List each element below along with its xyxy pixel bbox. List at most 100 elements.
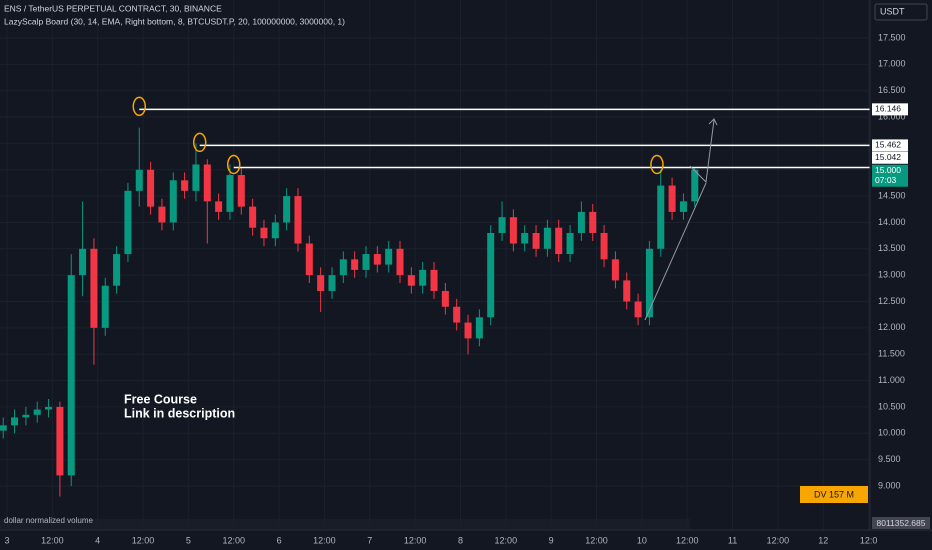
volume-strip xyxy=(0,519,690,529)
candle-body xyxy=(645,248,653,318)
y-tick-label: 11.500 xyxy=(878,349,905,359)
candle-body xyxy=(623,280,631,302)
candle-body xyxy=(555,227,563,255)
candle-body xyxy=(192,164,200,191)
trend-line xyxy=(644,182,707,321)
candle-body xyxy=(419,269,427,286)
price-axis xyxy=(870,0,932,550)
y-tick-label: 10.000 xyxy=(878,428,906,438)
y-tick-label: 14.500 xyxy=(878,190,906,200)
y-tick-label: 14.000 xyxy=(878,217,906,227)
x-tick-label: 12 xyxy=(818,535,828,545)
candle-body xyxy=(79,248,87,276)
candle-body xyxy=(464,322,472,339)
volume-value: 8011352.685 xyxy=(876,518,925,528)
y-tick-label: 16.000 xyxy=(878,111,906,121)
candle-body xyxy=(385,248,393,265)
currency[interactable]: USDT xyxy=(880,6,905,16)
candle-body xyxy=(668,185,676,212)
candle-body xyxy=(283,196,291,223)
candle-body xyxy=(11,417,19,426)
indicator-label: LazyScalp Board (30, 14, EMA, Right bott… xyxy=(4,16,345,26)
candle-body xyxy=(407,275,415,286)
y-tick-label: 9.000 xyxy=(878,480,901,490)
candle-body xyxy=(215,201,223,212)
x-tick-label: 12:00 xyxy=(222,535,245,545)
x-tick-label: 12:00 xyxy=(313,535,336,545)
candle-body xyxy=(657,185,665,249)
volume-label: dollar normalized volume xyxy=(4,516,93,525)
currency-box[interactable] xyxy=(874,3,928,21)
y-tick-label: 11.000 xyxy=(878,375,905,385)
x-tick-label: 5 xyxy=(186,535,191,545)
level-label-box xyxy=(872,139,908,152)
candle-body xyxy=(169,180,177,223)
x-tick-label: 12:00 xyxy=(676,535,699,545)
annotation: Link in description xyxy=(124,406,235,420)
candle-body xyxy=(475,317,483,339)
candle-body xyxy=(56,406,64,476)
candle-body xyxy=(328,275,336,291)
candle-body xyxy=(566,232,574,255)
x-tick-label: 11 xyxy=(728,535,737,545)
candle-body xyxy=(373,254,381,265)
candle-body xyxy=(600,232,608,260)
arrow-head xyxy=(708,118,718,126)
x-tick-label: 12:00 xyxy=(585,535,608,545)
candle-body xyxy=(147,169,155,207)
candle-body xyxy=(611,259,619,281)
candle-body xyxy=(181,180,189,191)
y-tick-label: 10.500 xyxy=(878,401,906,411)
candle-body xyxy=(124,190,132,255)
y-tick-label: 12.500 xyxy=(878,296,906,306)
projection-line xyxy=(689,119,715,184)
candle-body xyxy=(487,232,495,318)
candle-body xyxy=(90,248,98,328)
y-tick-label: 17.000 xyxy=(878,59,906,69)
volume-value-box xyxy=(872,517,930,529)
candle-body xyxy=(67,275,75,476)
candle-body xyxy=(430,269,438,291)
level-label: 16.146 xyxy=(875,104,901,114)
candle-body xyxy=(45,406,53,410)
level-label: 15.042 xyxy=(875,152,901,162)
candle-body xyxy=(22,414,30,418)
candle-body xyxy=(113,254,121,286)
candle-body xyxy=(226,175,234,212)
x-tick-label: 8 xyxy=(458,535,463,545)
plot xyxy=(0,96,870,497)
candle-body xyxy=(135,169,143,191)
candle-body xyxy=(317,275,325,291)
candle-body xyxy=(577,211,585,233)
level-label-box xyxy=(872,103,908,116)
candle-body xyxy=(203,164,211,202)
badge-box xyxy=(800,486,868,503)
candle-body xyxy=(396,248,404,276)
x-tick-label: 7 xyxy=(367,535,372,545)
level-label-box xyxy=(872,151,908,164)
candle-body xyxy=(453,306,461,323)
last-price-label: 15.000 xyxy=(875,165,901,175)
candle-body xyxy=(339,259,347,276)
chart-title: ENS / TetherUS PERPETUAL CONTRACT, 30, B… xyxy=(4,3,222,13)
candle-body xyxy=(691,169,699,202)
y-tick-label: 9.500 xyxy=(878,454,901,464)
candle-body xyxy=(271,222,279,239)
badge: DV 157 M xyxy=(814,489,854,499)
candle-body xyxy=(532,232,540,249)
y-tick-label: 13.500 xyxy=(878,243,906,253)
candle-body xyxy=(679,201,687,212)
candle-body xyxy=(294,196,302,244)
candle-body xyxy=(441,290,449,307)
x-tick-label: 9 xyxy=(549,535,554,545)
candle-body xyxy=(237,175,245,207)
marker-circle xyxy=(226,154,241,175)
candle-body xyxy=(589,211,597,233)
candle-body xyxy=(498,217,506,233)
x-tick-label: 3 xyxy=(4,535,9,545)
x-tick-label: 4 xyxy=(95,535,100,545)
last-price-box xyxy=(872,164,908,187)
candle-body xyxy=(158,206,166,223)
axes: 17.50017.00016.50016.00015.50015.00014.5… xyxy=(4,32,908,545)
